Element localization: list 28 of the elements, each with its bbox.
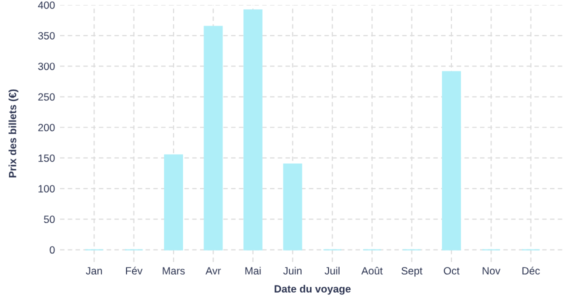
x-tick-label: Fév (126, 266, 142, 275)
y-tick-label: 0 (50, 246, 55, 254)
x-tick-label: Sept (402, 267, 422, 277)
x-tick-label: Juin (283, 266, 302, 275)
x-tick-label: Juil (324, 266, 340, 275)
x-axis-title: Date du voyage (274, 284, 351, 295)
x-tick-label: Mars (162, 267, 185, 275)
y-tick-label: 200 (38, 124, 55, 132)
y-axis-title: Prix des billets (€) (8, 89, 18, 178)
bar (164, 154, 184, 250)
x-tick-label: Oct (444, 267, 460, 275)
y-tick-label: 150 (38, 154, 55, 162)
y-tick-label: 300 (38, 62, 55, 70)
bar (243, 9, 262, 250)
x-tick-label: Déc (522, 266, 540, 275)
x-tick-label: Mai (245, 266, 261, 275)
y-tick-label: 350 (38, 32, 55, 40)
bar (442, 71, 461, 250)
y-tick-label: 50 (44, 216, 55, 224)
x-tick-label: Nov (482, 267, 500, 275)
y-tick-label: 250 (38, 93, 55, 101)
bar (283, 164, 302, 250)
x-tick-label: Août (361, 266, 383, 275)
y-tick-label: 100 (38, 185, 55, 192)
bar (204, 26, 223, 250)
y-tick-label: 400 (38, 2, 55, 9)
x-tick-label: Avr (206, 267, 221, 274)
x-tick-label: Jan (86, 267, 102, 275)
